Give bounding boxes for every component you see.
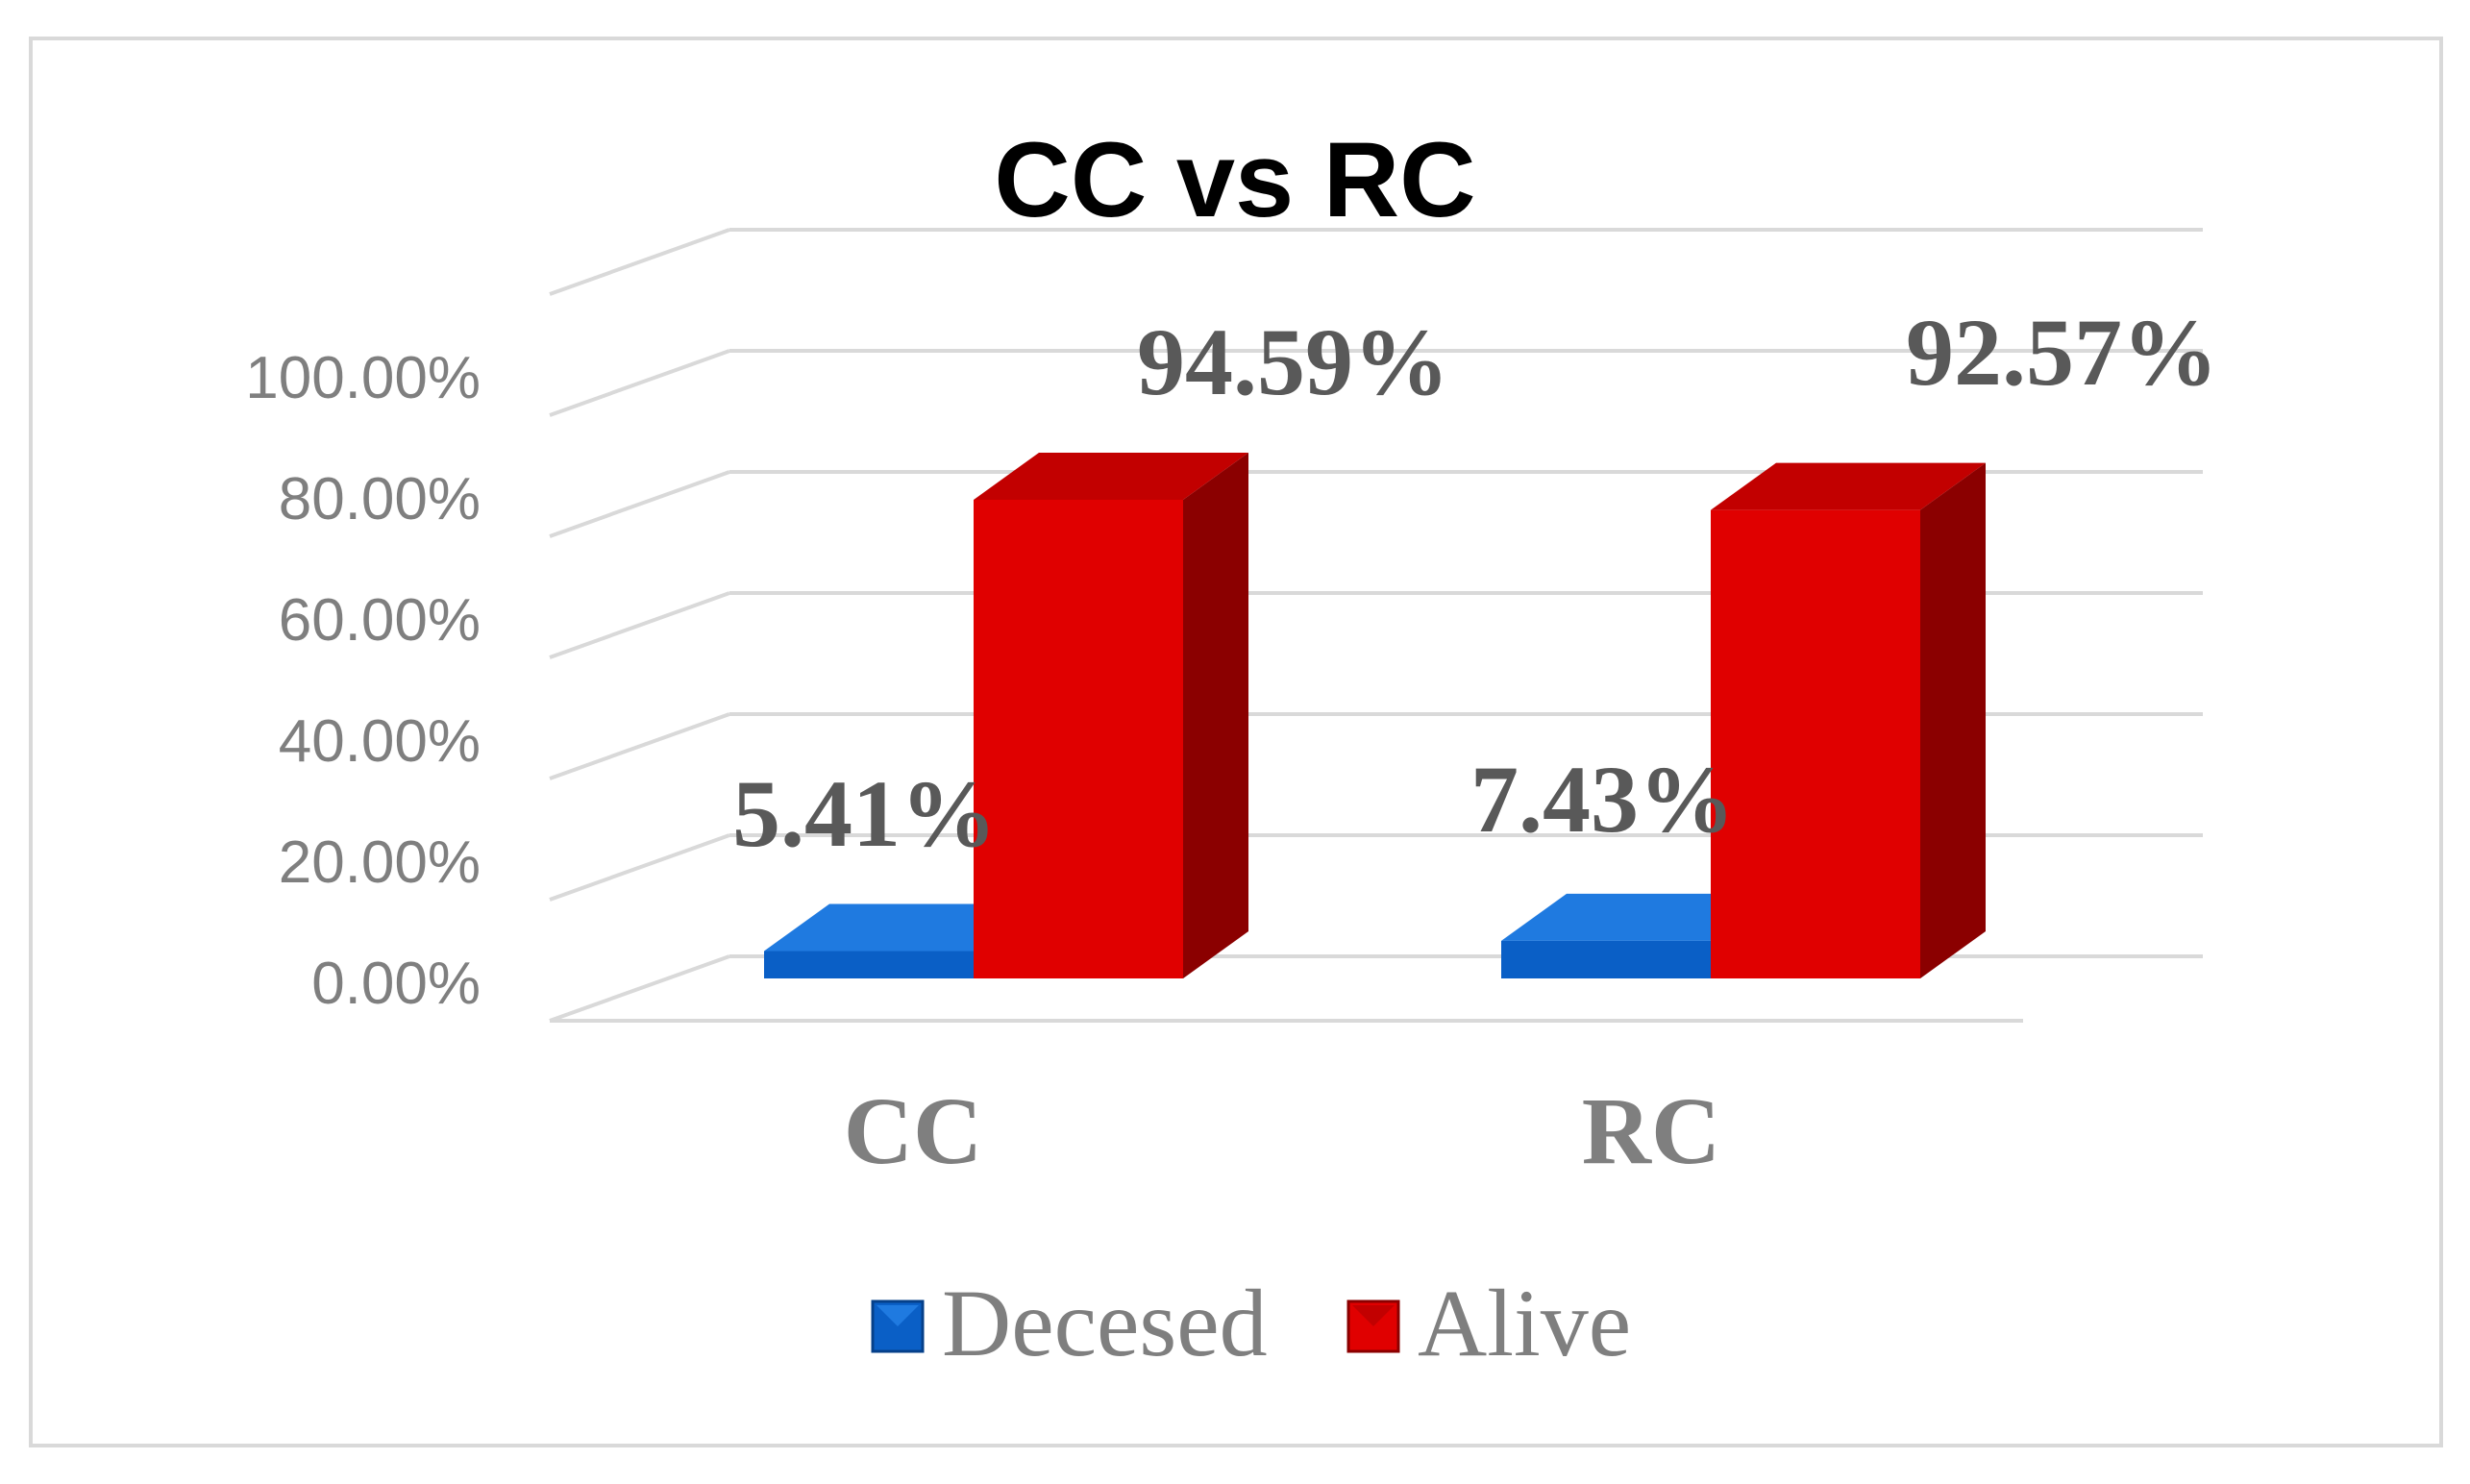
x-axis-categories: CC RC bbox=[844, 1077, 1720, 1184]
bar-top-face bbox=[764, 903, 1039, 952]
legend-swatch-bevel bbox=[1352, 1305, 1395, 1326]
bar-front-face bbox=[764, 951, 974, 978]
data-label: 94.59% bbox=[1137, 309, 1449, 415]
bar-front-face bbox=[974, 500, 1183, 978]
gridline-diagonal bbox=[549, 349, 730, 417]
legend-item: Alive bbox=[1346, 1270, 1631, 1376]
bar-alive-rc bbox=[1711, 462, 1986, 978]
y-axis-ticks: 0.00% 20.00% 40.00% 60.00% 80.00% 100.00% bbox=[245, 345, 481, 1017]
y-tick-label: 40.00% bbox=[279, 708, 481, 775]
gridline-diagonal bbox=[549, 228, 730, 296]
gridline-diagonal bbox=[549, 470, 730, 538]
legend: Decesed Alive bbox=[871, 1270, 1631, 1376]
bar-top-face bbox=[1711, 462, 1986, 510]
y-tick-label: 0.00% bbox=[311, 951, 481, 1017]
gridline-diagonal bbox=[549, 712, 730, 780]
data-label: 92.57% bbox=[1906, 299, 2218, 406]
legend-item: Decesed bbox=[871, 1270, 1268, 1376]
data-labels: 5.41% 94.59% 7.43% 92.57% bbox=[732, 299, 2218, 867]
bar-top-face bbox=[974, 453, 1248, 500]
data-label: 7.43% bbox=[1470, 746, 1735, 853]
chart-title: CC vs RC bbox=[994, 121, 1475, 239]
legend-label: Alive bbox=[1418, 1270, 1631, 1376]
bar-top-face bbox=[1501, 893, 1776, 941]
bar-front-face bbox=[1501, 940, 1711, 978]
y-tick-label: 80.00% bbox=[279, 466, 481, 532]
bars bbox=[764, 453, 1986, 978]
data-label: 5.41% bbox=[732, 760, 997, 867]
bar-alive-cc bbox=[974, 453, 1248, 978]
x-category-label: RC bbox=[1582, 1077, 1720, 1184]
x-category-label: CC bbox=[844, 1077, 982, 1184]
gridline-diagonal bbox=[549, 954, 730, 1023]
bar-side-face bbox=[1920, 462, 1986, 978]
y-tick-label: 60.00% bbox=[279, 587, 481, 654]
legend-label: Decesed bbox=[942, 1270, 1268, 1376]
y-tick-label: 100.00% bbox=[245, 345, 481, 411]
gridline-diagonal bbox=[549, 833, 730, 902]
legend-swatch-bevel bbox=[877, 1305, 919, 1326]
bar-front-face bbox=[1711, 509, 1920, 978]
gridline-diagonal bbox=[549, 591, 730, 659]
bar-side-face bbox=[1183, 453, 1248, 978]
y-tick-label: 20.00% bbox=[279, 829, 481, 896]
